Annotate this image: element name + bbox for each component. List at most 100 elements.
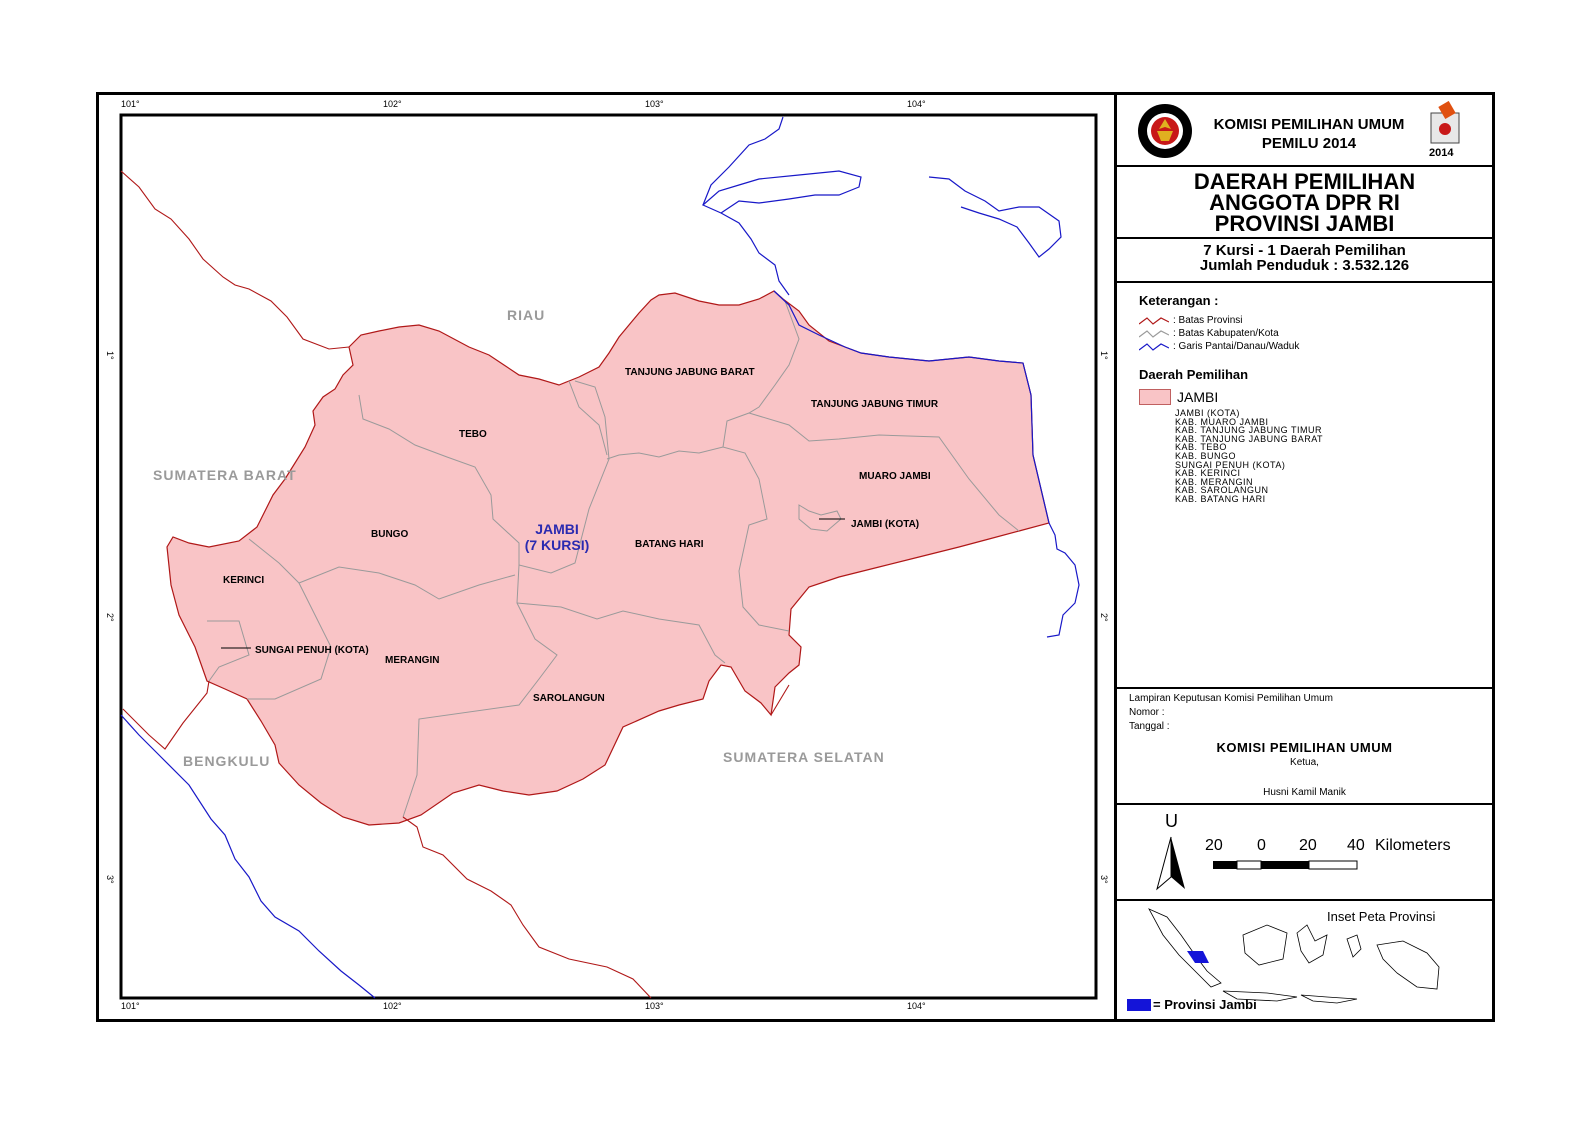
lon-tick-bottom-2: 102° xyxy=(383,1001,402,1011)
dp-member: KAB. MERANGIN xyxy=(1175,476,1254,487)
inner-neatline xyxy=(119,113,1098,1000)
label-muaro-jambi: MUARO JAMBI xyxy=(859,471,931,482)
province-line-icon xyxy=(1139,316,1169,325)
label-tanjung-jabung-timur: TANJUNG JABUNG TIMUR xyxy=(811,399,939,410)
label-jambi-kota: JAMBI (KOTA) xyxy=(851,519,920,530)
dp-member: JAMBI (KOTA) xyxy=(1175,408,1240,418)
lat-tick-left-2: 2° xyxy=(105,613,115,622)
lat-tick-right-3: 3° xyxy=(1099,875,1109,884)
scale-label-2: 0 xyxy=(1257,837,1266,854)
dp-label: JAMBI (7 KURSI) xyxy=(507,521,607,553)
label-bengkulu: BENGKULU xyxy=(183,753,271,769)
label-merangin: MERANGIN xyxy=(385,655,440,666)
scale-block: U 20 0 20 40 Kilometers xyxy=(1117,805,1492,901)
election-name: PEMILU 2014 xyxy=(1261,135,1357,152)
lon-tick-top-3: 103° xyxy=(645,99,664,109)
label-sumatera-barat: SUMATERA BARAT xyxy=(153,467,297,483)
legend-dp-members: JAMBI (KOTA) KAB. MUARO JAMBI KAB. TANJU… xyxy=(1175,409,1323,504)
side-panel: KOMISI PEMILIHAN UMUM PEMILU 2014 2014 D… xyxy=(1117,92,1495,1022)
legend-dp-swatch xyxy=(1139,389,1171,405)
map-title-line2: ANGGOTA DPR RI xyxy=(1209,190,1400,215)
lat-tick-right-2: 2° xyxy=(1099,613,1109,622)
map-frame: 101° 102° 103° 104° 101° 102° 103° 104° … xyxy=(96,92,1117,1022)
regency-boundaries xyxy=(207,300,1020,818)
lon-tick-top-1: 101° xyxy=(121,99,140,109)
legend: Keterangan : : Batas Provinsi : Batas Ka… xyxy=(1117,283,1492,689)
agency-header: KOMISI PEMILIHAN UMUM PEMILU 2014 2014 xyxy=(1117,95,1492,167)
inset-title: Inset Peta Provinsi xyxy=(1327,909,1436,924)
label-tanjung-jabung-barat: TANJUNG JABUNG BARAT xyxy=(625,367,755,378)
dp-member: KAB. SAROLANGUN xyxy=(1175,485,1269,496)
stats-text: 7 Kursi - 1 Daerah Pemilihan Jumlah Pend… xyxy=(1117,243,1492,273)
label-sumatera-selatan: SUMATERA SELATAN xyxy=(723,749,885,765)
inset-legend-label: = Provinsi Jambi xyxy=(1153,997,1257,1012)
dp-member: KAB. KERINCI xyxy=(1175,468,1241,479)
legend-item-province-boundary: : Batas Provinsi xyxy=(1139,315,1242,326)
lon-tick-top-2: 102° xyxy=(383,99,402,109)
dp-label-seats: (7 KURSI) xyxy=(524,537,590,553)
scale-label-3: 20 xyxy=(1299,837,1317,854)
inset-map xyxy=(1148,908,1440,1004)
label-sarolangun: SAROLANGUN xyxy=(533,693,605,704)
legend-item-label: : Batas Kabupaten/Kota xyxy=(1173,328,1279,339)
inset-legend: = Provinsi Jambi xyxy=(1127,997,1257,1012)
legend-title: Keterangan : xyxy=(1139,293,1219,308)
lon-tick-bottom-4: 104° xyxy=(907,1001,926,1011)
label-riau: RIAU xyxy=(507,307,546,323)
map-title: DAERAH PEMILIHAN ANGGOTA DPR RI PROVINSI… xyxy=(1117,167,1492,236)
lat-tick-left-3: 3° xyxy=(105,875,115,884)
dp-member: KAB. BATANG HARI xyxy=(1175,493,1266,504)
lon-tick-bottom-1: 101° xyxy=(121,1001,140,1011)
map-title-line3: PROVINSI JAMBI xyxy=(1214,211,1395,236)
attachment-date: Tanggal : xyxy=(1129,721,1170,732)
agency-name: KOMISI PEMILIHAN UMUM xyxy=(1213,116,1405,133)
dp-member: KAB. TEBO xyxy=(1175,442,1227,453)
map-title-block: DAERAH PEMILIHAN ANGGOTA DPR RI PROVINSI… xyxy=(1117,167,1492,239)
inset-legend-swatch xyxy=(1127,998,1151,1011)
kpu-logo xyxy=(1138,104,1192,158)
label-kerinci: KERINCI xyxy=(223,575,265,586)
dp-member: KAB. TANJUNG JABUNG TIMUR xyxy=(1175,425,1323,436)
dp-label-name: JAMBI xyxy=(535,521,579,537)
lat-tick-right-1: 1° xyxy=(1099,351,1109,360)
legend-item-label: : Garis Pantai/Danau/Waduk xyxy=(1173,341,1300,352)
coastline xyxy=(120,116,1080,999)
lat-tick-left-1: 1° xyxy=(105,351,115,360)
scale-label-1: 20 xyxy=(1205,837,1223,854)
jambi-province-polygon xyxy=(166,290,1050,826)
dp-member: SUNGAI PENUH (KOTA) xyxy=(1175,459,1286,470)
signing-position: Ketua, xyxy=(1290,757,1319,768)
seat-count: 7 Kursi - 1 Daerah Pemilihan xyxy=(1203,242,1406,259)
inset-map-block: Inset Peta Provinsi = Provinsi Jambi xyxy=(1117,901,1492,1025)
regency-line-icon xyxy=(1139,329,1169,338)
coastline-line-icon xyxy=(1139,342,1169,351)
scale-bar xyxy=(1213,860,1358,870)
label-batang-hari: BATANG HARI xyxy=(635,539,704,550)
north-label: U xyxy=(1165,811,1178,831)
lon-tick-top-4: 104° xyxy=(907,99,926,109)
population: Jumlah Penduduk : 3.532.126 xyxy=(1199,257,1410,274)
label-sungai-penuh-kota: SUNGAI PENUH (KOTA) xyxy=(255,645,369,656)
legend-item-coastline: : Garis Pantai/Danau/Waduk xyxy=(1139,341,1299,352)
legend-dp-name: JAMBI xyxy=(1177,389,1219,405)
leader-lines xyxy=(221,518,845,649)
logo-year: 2014 xyxy=(1429,147,1454,159)
dp-member: KAB. MUARO JAMBI xyxy=(1175,416,1269,427)
attachment-number: Nomor : xyxy=(1129,707,1165,718)
legend-item-label: : Batas Provinsi xyxy=(1173,315,1243,326)
stats-block: 7 Kursi - 1 Daerah Pemilihan Jumlah Pend… xyxy=(1117,239,1492,283)
scale-label-4: 40 xyxy=(1347,837,1365,854)
north-arrow-icon xyxy=(1156,836,1185,891)
lon-tick-bottom-3: 103° xyxy=(645,1001,664,1011)
ballot-box-logo xyxy=(1430,101,1460,144)
dp-member: KAB. BUNGO xyxy=(1175,450,1237,461)
scale-unit: Kilometers xyxy=(1375,837,1451,854)
map-title-line1: DAERAH PEMILIHAN xyxy=(1193,169,1416,194)
signing-organization: KOMISI PEMILIHAN UMUM xyxy=(1216,740,1393,755)
legend-dp-title: Daerah Pemilihan xyxy=(1139,367,1249,382)
province-boundaries xyxy=(120,170,790,999)
agency-title: KOMISI PEMILIHAN UMUM PEMILU 2014 xyxy=(1199,115,1419,153)
attachment-caption: Lampiran Keputusan Komisi Pemilihan Umum xyxy=(1129,693,1333,704)
legend-item-regency-boundary: : Batas Kabupaten/Kota xyxy=(1139,328,1279,339)
